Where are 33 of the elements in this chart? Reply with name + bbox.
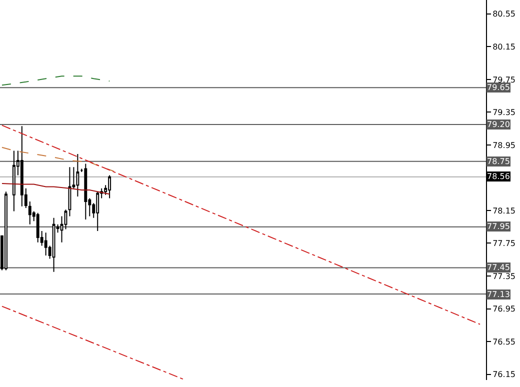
- y-tick-label: 79.35: [492, 108, 516, 117]
- y-tick-label: 76.95: [492, 304, 516, 314]
- y-tick-label: 79.75: [492, 75, 516, 84]
- ref-line-label: 77.13: [487, 290, 510, 299]
- ref-line-label: 78.75: [487, 157, 510, 166]
- candlestick: [84, 163, 88, 220]
- candlestick: [44, 232, 48, 256]
- candlestick: [12, 150, 16, 212]
- candlestick: [28, 200, 32, 225]
- ref-line-label: 78.56: [487, 172, 510, 181]
- line-series: [1, 76, 110, 86]
- candlestick: [76, 153, 80, 198]
- y-tick-label: 78.15: [492, 206, 516, 216]
- candlestick: [96, 191, 100, 232]
- candlestick: [36, 212, 40, 243]
- candlestick: [68, 166, 72, 217]
- ref-line-label: 77.45: [487, 263, 510, 272]
- candlestick: [20, 126, 24, 207]
- candlestick: [108, 174, 112, 199]
- candlestick: [4, 191, 8, 271]
- y-tick-label: 80.15: [492, 42, 516, 52]
- line-series: [1, 146, 114, 172]
- line-series: [1, 182, 110, 195]
- y-tick-label: 77.75: [492, 239, 516, 248]
- ref-line-label: 77.95: [487, 222, 510, 231]
- y-tick-label: 76.55: [492, 337, 516, 346]
- y-tick-label: 76.15: [492, 370, 516, 380]
- candlestick: [52, 217, 56, 272]
- y-tick-label: 80.55: [492, 10, 516, 19]
- ref-line-label: 79.65: [487, 83, 510, 92]
- y-tick-label: 77.35: [492, 272, 516, 281]
- ref-line-label: 79.20: [487, 120, 510, 129]
- y-tick-label: 78.95: [492, 140, 516, 150]
